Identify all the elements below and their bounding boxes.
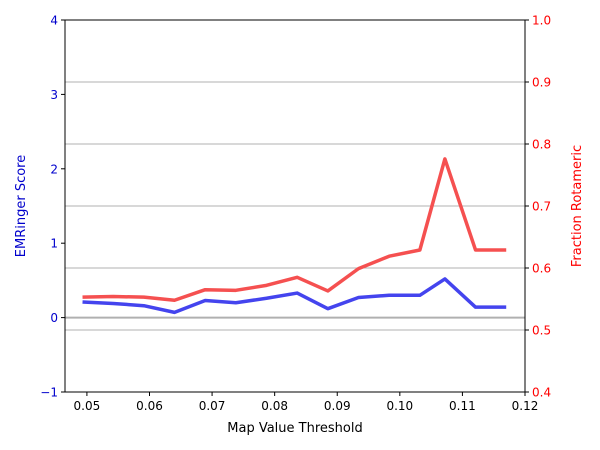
x-tick-label: 0.12: [512, 399, 539, 413]
y-axis-left-label: EMRinger Score: [14, 155, 29, 257]
y-right-tick-label: 0.6: [532, 262, 551, 276]
emringer-score-line: [82, 277, 507, 315]
y-right-tick-label: 0.4: [532, 386, 551, 400]
y-right-tick-label: 1.0: [532, 14, 551, 28]
y-right-tick-label: 0.9: [532, 76, 551, 90]
x-tick-label: 0.09: [324, 399, 351, 413]
x-tick-label: 0.06: [136, 399, 163, 413]
x-tick-label: 0.07: [199, 399, 226, 413]
y-right-tick-label: 0.5: [532, 324, 551, 338]
series-layer: [82, 157, 507, 315]
y-left-tick-label: 3: [50, 88, 58, 102]
y-left-tick-label: 2: [50, 162, 58, 176]
y-right-tick-label: 0.7: [532, 200, 551, 214]
fraction-rotameric-line: [82, 157, 507, 302]
x-axis-label: Map Value Threshold: [227, 421, 362, 436]
grid-layer: [65, 81, 525, 331]
y-left-tick-label: 4: [50, 14, 58, 28]
x-tick-label: 0.10: [386, 399, 413, 413]
y-left-tick-label: 0: [50, 311, 58, 325]
y-left-tick-label: 1: [50, 237, 58, 251]
x-tick-label: 0.05: [74, 399, 101, 413]
y-right-tick-label: 0.8: [532, 138, 551, 152]
x-tick-label: 0.11: [449, 399, 476, 413]
y-left-tick-label: −1: [40, 386, 58, 400]
axis-layer: 0.05 0.06 0.07 0.08 0.09 0.10 0.11 0.12 −1 0 1 2 3 4 0…: [40, 14, 551, 414]
x-tick-label: 0.08: [261, 399, 288, 413]
y-axis-right-label: Fraction Rotameric: [570, 145, 585, 267]
